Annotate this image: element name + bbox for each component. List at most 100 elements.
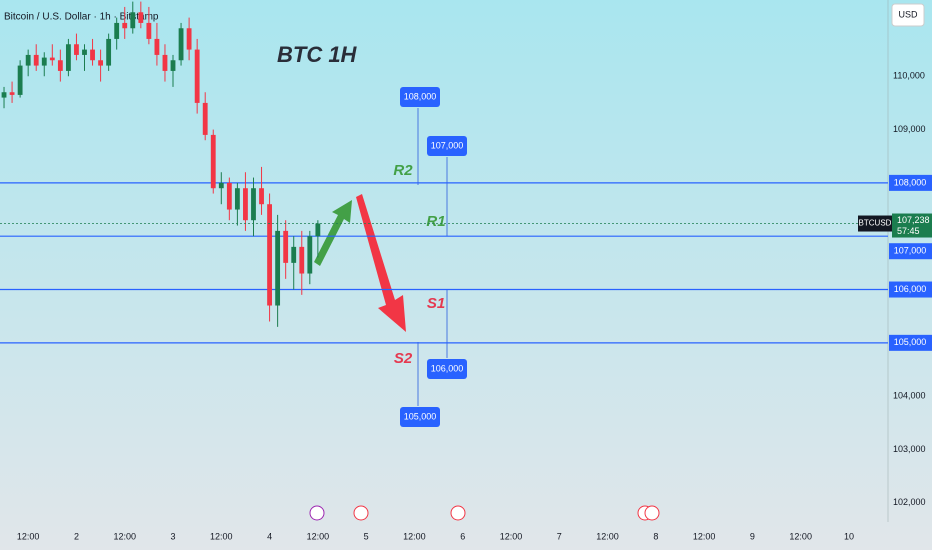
target-box bbox=[400, 407, 440, 427]
candle-body bbox=[106, 38, 112, 66]
candle-body bbox=[41, 57, 47, 66]
y-tick-label: 102,000 bbox=[893, 497, 926, 507]
candle-body bbox=[315, 223, 321, 237]
candle-body bbox=[130, 12, 136, 29]
target-label: 108,000 bbox=[404, 91, 437, 101]
x-tick-label: 12:00 bbox=[789, 531, 812, 541]
candle-body bbox=[210, 134, 216, 189]
candle-body bbox=[170, 60, 176, 71]
event-icon[interactable] bbox=[309, 505, 325, 521]
candle-body bbox=[267, 204, 272, 306]
candle-body bbox=[186, 28, 192, 50]
x-tick-label: 12:00 bbox=[113, 531, 136, 541]
candle-body bbox=[57, 60, 63, 71]
x-tick-label: 7 bbox=[557, 531, 562, 541]
y-tick-label: 109,000 bbox=[893, 124, 926, 134]
level-tag-label: 107,000 bbox=[894, 246, 927, 256]
level-name: R1 bbox=[426, 213, 445, 230]
candle-body bbox=[275, 230, 281, 306]
candle-body bbox=[178, 28, 184, 61]
candle-body bbox=[291, 246, 297, 263]
candle-body bbox=[234, 188, 240, 210]
candle-body bbox=[122, 22, 128, 29]
candle-body bbox=[90, 49, 95, 61]
x-tick-label: 12:00 bbox=[596, 531, 619, 541]
currency-label: USD bbox=[898, 9, 918, 19]
candle-body bbox=[146, 22, 152, 39]
x-tick-label: 4 bbox=[267, 531, 272, 541]
level-tag-label: 105,000 bbox=[894, 337, 927, 347]
candle-body bbox=[17, 65, 23, 95]
target-label: 105,000 bbox=[404, 411, 437, 421]
y-tick-label: 103,000 bbox=[893, 444, 926, 454]
target-box bbox=[400, 87, 440, 107]
candle-body bbox=[202, 102, 208, 135]
symbol-tag-label: BTCUSD bbox=[859, 219, 892, 228]
price-tag-label: 107,238 bbox=[897, 215, 930, 225]
level-tag bbox=[889, 334, 932, 351]
level-name: S2 bbox=[394, 350, 413, 367]
currency-button[interactable] bbox=[891, 3, 925, 27]
x-tick-label: 12:00 bbox=[210, 531, 233, 541]
level-tag-label: 108,000 bbox=[894, 177, 927, 187]
candle-body bbox=[162, 54, 168, 71]
x-tick-label: 10 bbox=[844, 531, 854, 541]
level-name: S1 bbox=[427, 295, 445, 312]
x-tick-label: 12:00 bbox=[307, 531, 330, 541]
level-tag-label: 106,000 bbox=[894, 284, 927, 294]
x-tick-label: 2 bbox=[74, 531, 79, 541]
level-tag bbox=[889, 174, 932, 191]
target-box bbox=[427, 136, 467, 156]
chart-title: Bitcoin / U.S. Dollar · 1h · Bitstamp bbox=[4, 12, 159, 23]
candle-body bbox=[218, 182, 224, 189]
candle-body bbox=[49, 57, 55, 61]
candle-body bbox=[25, 54, 31, 66]
level-tag bbox=[889, 281, 932, 298]
candle-body bbox=[226, 182, 232, 210]
candle-body bbox=[74, 44, 79, 55]
candle-body bbox=[33, 54, 39, 66]
candle-body bbox=[65, 44, 71, 71]
up-arrow bbox=[314, 200, 352, 266]
x-tick-label: 6 bbox=[460, 531, 465, 541]
x-tick-label: 5 bbox=[364, 531, 369, 541]
y-tick-label: 104,000 bbox=[893, 391, 926, 401]
candle-body bbox=[259, 188, 264, 205]
candle-body bbox=[82, 49, 87, 55]
candle-body bbox=[98, 60, 104, 66]
candle-body bbox=[114, 22, 120, 39]
target-label: 107,000 bbox=[431, 140, 464, 150]
price-tag bbox=[892, 213, 932, 238]
candle-body bbox=[138, 12, 144, 23]
event-icon[interactable] bbox=[644, 505, 660, 521]
candle-body bbox=[154, 38, 160, 55]
target-label: 106,000 bbox=[431, 363, 464, 373]
level-tag bbox=[889, 243, 932, 260]
x-tick-label: 12:00 bbox=[17, 531, 40, 541]
x-tick-label: 12:00 bbox=[403, 531, 426, 541]
candle-body bbox=[251, 188, 256, 221]
down-arrow bbox=[356, 194, 406, 332]
x-tick-label: 12:00 bbox=[500, 531, 523, 541]
target-box bbox=[427, 359, 467, 379]
event-icon[interactable] bbox=[353, 505, 369, 521]
y-tick-label: 110,000 bbox=[893, 71, 925, 81]
level-name: R2 bbox=[393, 162, 413, 179]
candle-body bbox=[283, 230, 289, 263]
candle-body bbox=[9, 92, 15, 95]
x-tick-label: 12:00 bbox=[693, 531, 716, 541]
chart-subtitle: BTC 1H bbox=[277, 42, 358, 67]
candle-body bbox=[307, 236, 313, 274]
event-icon[interactable] bbox=[450, 505, 466, 521]
countdown-label: 57:45 bbox=[897, 226, 920, 236]
x-tick-label: 3 bbox=[171, 531, 176, 541]
candle-body bbox=[1, 92, 7, 98]
x-tick-label: 8 bbox=[653, 531, 658, 541]
symbol-tag bbox=[858, 215, 892, 232]
candle-body bbox=[194, 49, 200, 103]
candle-body bbox=[299, 246, 305, 274]
candle-body bbox=[243, 188, 248, 221]
